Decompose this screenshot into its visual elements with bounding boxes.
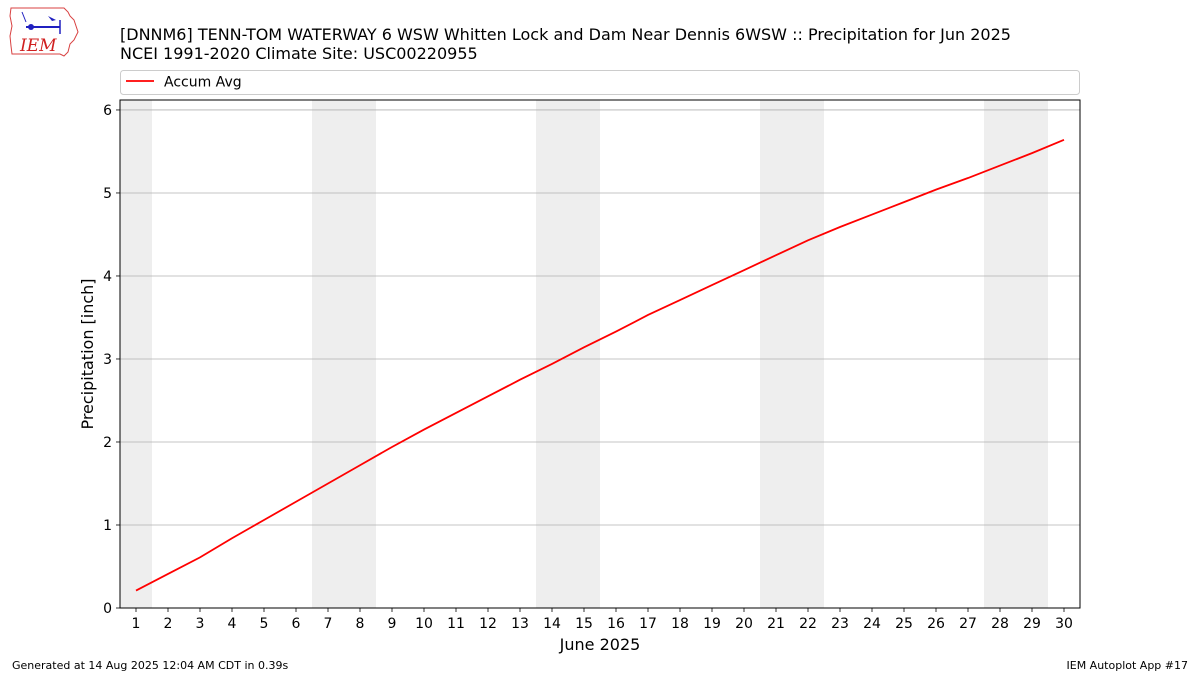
x-tick-label: 20 xyxy=(735,616,753,632)
y-tick-label: 2 xyxy=(103,435,112,451)
weekend-band xyxy=(1016,100,1048,608)
plot-frame xyxy=(119,99,1081,609)
x-tick-label: 17 xyxy=(639,616,657,632)
x-tick-label: 14 xyxy=(543,616,561,632)
y-tick-label: 6 xyxy=(103,103,112,119)
x-tick-label: 13 xyxy=(511,616,529,632)
x-tick-label: 30 xyxy=(1055,616,1073,632)
y-tick-label: 3 xyxy=(103,352,112,368)
y-axis-label: Precipitation [inch] xyxy=(78,278,97,429)
x-tick-label: 11 xyxy=(447,616,465,632)
x-tick-label: 16 xyxy=(607,616,625,632)
legend-box xyxy=(120,70,1080,95)
weekend-band xyxy=(760,100,792,608)
generated-timestamp: Generated at 14 Aug 2025 12:04 AM CDT in… xyxy=(12,659,289,672)
y-tick-label: 5 xyxy=(103,186,112,202)
x-tick-label: 9 xyxy=(388,616,397,632)
weekend-band xyxy=(984,100,1016,608)
x-tick-label: 8 xyxy=(356,616,365,632)
x-tick-label: 15 xyxy=(575,616,593,632)
x-tick-label: 3 xyxy=(196,616,205,632)
x-tick-label: 18 xyxy=(671,616,689,632)
legend-label: Accum Avg xyxy=(164,75,242,91)
x-tick-label: 21 xyxy=(767,616,785,632)
logo-text: IEM xyxy=(19,36,57,56)
y-tick-label: 1 xyxy=(103,518,112,534)
weekend-band xyxy=(120,100,152,608)
app-credit: IEM Autoplot App #17 xyxy=(1066,659,1189,672)
chart-subtitle: NCEI 1991-2020 Climate Site: USC00220955 xyxy=(120,44,478,63)
chart-title: [DNNM6] TENN-TOM WATERWAY 6 WSW Whitten … xyxy=(120,25,1011,44)
x-axis-label: June 2025 xyxy=(559,635,641,654)
x-tick-label: 25 xyxy=(895,616,913,632)
weekend-band xyxy=(536,100,568,608)
x-tick-label: 22 xyxy=(799,616,817,632)
x-tick-label: 2 xyxy=(164,616,173,632)
weekend-band xyxy=(792,100,824,608)
weekend-band xyxy=(344,100,376,608)
x-tick-label: 12 xyxy=(479,616,497,632)
weekend-band xyxy=(312,100,344,608)
x-tick-label: 26 xyxy=(927,616,945,632)
x-tick-label: 10 xyxy=(415,616,433,632)
x-tick-label: 1 xyxy=(132,616,141,632)
x-tick-label: 27 xyxy=(959,616,977,632)
x-tick-label: 23 xyxy=(831,616,849,632)
iem-logo: IEM xyxy=(9,7,79,57)
weekend-band xyxy=(568,100,600,608)
x-tick-label: 6 xyxy=(292,616,301,632)
x-tick-label: 4 xyxy=(228,616,237,632)
x-tick-label: 19 xyxy=(703,616,721,632)
x-tick-label: 29 xyxy=(1023,616,1041,632)
y-tick-label: 4 xyxy=(103,269,112,285)
x-tick-label: 24 xyxy=(863,616,881,632)
x-tick-label: 28 xyxy=(991,616,1009,632)
x-tick-label: 7 xyxy=(324,616,333,632)
x-tick-label: 5 xyxy=(260,616,269,632)
series-line-accum-avg xyxy=(135,139,1065,592)
y-tick-label: 0 xyxy=(103,601,112,617)
